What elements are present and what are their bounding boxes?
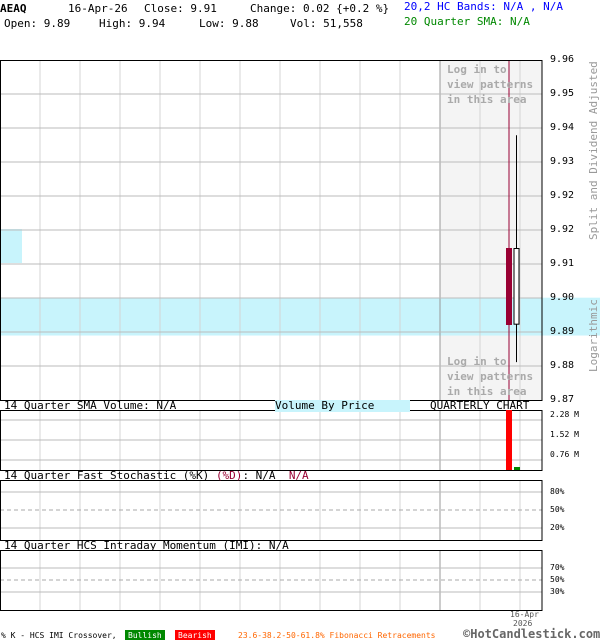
fibonacci-legend: 23.6-38.2-50-61.8% Fibonacci Retracement… [238,631,436,640]
login-line: in this area [447,93,527,106]
login-notice-bottom[interactable]: Log in to view patterns in this area [447,354,533,399]
bearish-badge: Bearish [175,630,215,640]
login-line: view patterns [447,78,534,91]
symbol: AEAQ [0,2,27,15]
volume-by-price-bar [0,229,22,263]
adjusted-label: Split and Dividend Adjusted [587,61,600,240]
high: High: 9.94 [99,17,166,30]
price-tick-label: 9.95 [550,88,575,99]
hc-bands: 20,2 HC Bands: N/A , N/A [404,0,563,13]
volume-bar [506,410,512,470]
price-tick-label: 9.93 [550,156,575,167]
price-tick-label: 9.96 [550,54,575,65]
stoch-title: 14 Quarter Fast Stochastic (%K) (%D): N/… [4,470,309,482]
login-line: in this area [447,385,527,398]
indicator-panel-frame [0,480,543,541]
stoch-d-value: N/A [288,469,309,482]
price-tick-label: 9.91 [550,258,575,269]
price-tick-label: 9.88 [550,360,575,371]
stoch-d-label: (%D) [215,469,243,482]
change: Change: 0.02 {+0.2 %} [250,2,390,15]
bullish-badge: Bullish [125,630,165,640]
vol: Vol: 51,558 [290,17,363,30]
log-label: Logarithmic [587,299,600,372]
login-notice-top[interactable]: Log in to view patterns in this area [447,62,533,107]
indicator-tick-label: 70% [550,563,565,572]
login-line: Log in to [447,63,507,76]
prior-candle-body [506,248,512,325]
x-date-year: 2026 [513,619,533,628]
price-tick-label: 9.89 [550,326,575,337]
price-tick-label: 9.94 [550,122,575,133]
indicator-tick-label: 30% [550,587,565,596]
indicator-tick-label: 20% [550,523,565,532]
crossover-legend: % K - HCS IMI Crossover, [1,631,117,640]
x-date-month: 16-Apr [510,610,539,619]
login-line: view patterns [447,370,534,383]
x-date-label: 16-Apr 2026 [510,610,539,628]
sma-20: 20 Quarter SMA: N/A [404,15,530,28]
indicator-tick-label: 50% [550,575,565,584]
indicator-tick-label: 80% [550,487,565,496]
volume-bar [514,467,520,470]
date: 16-Apr-26 [68,2,128,15]
price-tick-label: 9.90 [550,292,575,303]
indicator-panel-frame [0,410,543,471]
indicator-tick-label: 50% [550,505,565,514]
login-line: Log in to [447,355,507,368]
candle-body [513,248,520,325]
stoch-k-value: : N/A [242,469,276,482]
indicator-tick-label: 2.28 M [550,410,579,419]
chart-type: QUARTERLY CHART [430,399,530,412]
close: Close: 9.91 [144,2,217,15]
low: Low: 9.88 [199,17,259,30]
indicator-panel-frame [0,550,543,611]
price-panel-frame [0,60,543,401]
price-tick-label: 9.87 [550,394,575,405]
price-tick-label: 9.92 [550,224,575,235]
volume-by-price-label: Volume By Price [275,400,411,412]
volume-by-price-bar [0,297,600,336]
open: Open: 9.89 [4,17,71,30]
volume-title: 14 Quarter SMA Volume: N/A [4,399,177,412]
indicator-tick-label: 1.52 M [550,430,579,439]
price-tick-label: 9.92 [550,190,575,201]
imi-title: 14 Quarter HCS Intraday Momentum (IMI): … [4,539,289,552]
indicator-tick-label: 0.76 M [550,450,579,459]
stoch-k-label: 14 Quarter Fast Stochastic (%K) [4,469,210,482]
brand-logo[interactable]: ©HotCandlestick.com [463,627,600,640]
